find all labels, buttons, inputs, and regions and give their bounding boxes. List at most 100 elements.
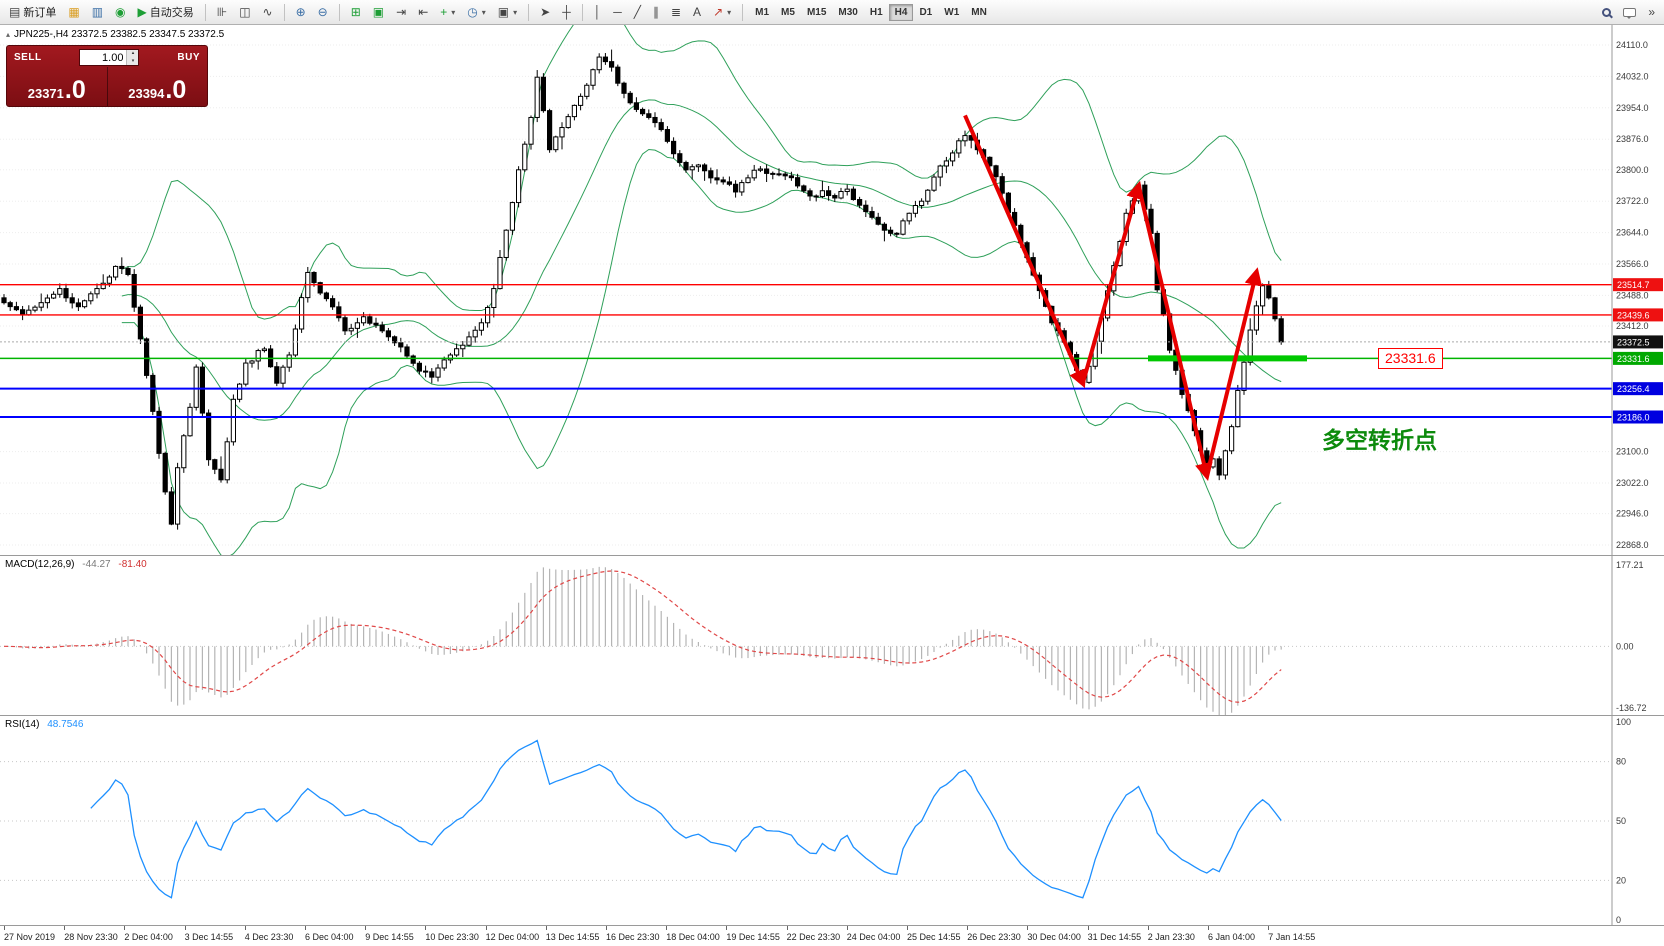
time-tick <box>365 926 367 930</box>
time-label: 9 Dec 14:55 <box>365 932 414 942</box>
svg-text:23022.0: 23022.0 <box>1616 478 1649 488</box>
cascade-windows-button[interactable]: ▣ <box>368 3 389 21</box>
timeframe-m1[interactable]: M1 <box>749 4 775 21</box>
zoom-out-button[interactable]: ⊖ <box>313 3 333 21</box>
chart-candles-button[interactable]: ◫ <box>234 3 255 21</box>
autotrading-icon: ▶ <box>137 5 147 19</box>
svg-text:100: 100 <box>1616 717 1631 727</box>
svg-text:80: 80 <box>1616 757 1626 767</box>
trendline-button[interactable]: ╱ <box>629 3 646 21</box>
buy-button[interactable]: 23394 .0 <box>108 67 208 106</box>
timeframe-d1[interactable]: D1 <box>913 4 938 21</box>
channel-icon: ∥ <box>652 5 659 19</box>
search-button[interactable] <box>1597 5 1616 20</box>
timeframe-m5[interactable]: M5 <box>775 4 801 21</box>
chart-annotation-text[interactable]: 多空转折点 <box>1322 427 1437 453</box>
horizontal-line-button[interactable]: ─ <box>608 3 627 21</box>
arrows-tool-button[interactable]: ↗ ▾ <box>708 3 736 21</box>
chart-bars-button[interactable]: ⊪ <box>212 3 232 21</box>
volume-input[interactable] <box>80 50 127 65</box>
cascade-windows-icon: ▣ <box>372 5 385 19</box>
volume-down-button[interactable]: ▾ <box>127 57 139 65</box>
tile-windows-button[interactable]: ⊞ <box>346 3 366 21</box>
time-tick <box>64 926 66 930</box>
timeframe-h1[interactable]: H1 <box>864 4 889 21</box>
chevron-down-icon: ▾ <box>727 7 732 17</box>
macd-canvas[interactable]: 177.21 0.00 -136.72 <box>0 556 1664 715</box>
timeframe-h4[interactable]: H4 <box>888 3 914 21</box>
rsi-canvas[interactable]: 100 80 50 20 0 <box>0 716 1664 925</box>
add-indicator-icon: + <box>440 5 448 19</box>
svg-text:20: 20 <box>1616 875 1626 885</box>
search-icon <box>1602 7 1612 17</box>
trendline-icon: ╱ <box>633 5 641 19</box>
autotrading-button[interactable]: ▶ 自动交易 <box>133 1 199 23</box>
time-tick <box>907 926 908 930</box>
chart-shift-button[interactable]: ⇤ <box>413 3 433 21</box>
time-label: 24 Dec 04:00 <box>846 932 901 942</box>
collapse-icon[interactable]: ▴ <box>6 30 11 39</box>
time-tick <box>425 926 427 930</box>
market-watch-button[interactable]: ▦ <box>63 3 84 21</box>
macd-label: MACD(12,26,9) -44.27 -81.40 <box>5 559 147 570</box>
rsi-name: RSI(14) <box>5 719 40 730</box>
timeframe-m15[interactable]: M15 <box>801 4 832 21</box>
text-tool-button[interactable]: A <box>688 3 706 21</box>
chevron-down-icon: ▾ <box>481 7 486 17</box>
svg-text:-136.72: -136.72 <box>1616 703 1647 713</box>
data-window-button[interactable]: ▥ <box>87 3 108 21</box>
chat-button[interactable] <box>1618 5 1641 20</box>
time-tick <box>4 926 5 930</box>
channel-button[interactable]: ∥ <box>648 3 664 21</box>
toolbar-separator <box>742 3 744 21</box>
timeframe-m30[interactable]: M30 <box>832 4 863 21</box>
toolbar-separator <box>581 3 583 21</box>
time-tick <box>786 926 788 930</box>
svg-text:23514.7: 23514.7 <box>1617 280 1650 290</box>
time-tick <box>545 926 547 930</box>
periods-icon: ◷ <box>467 5 478 19</box>
periods-button[interactable]: ◷ ▾ <box>462 3 491 21</box>
time-axis[interactable]: 27 Nov 2019 28 Nov 23:30 2 Dec 04:00 3 Dec … <box>0 925 1664 946</box>
timeframe-mn[interactable]: MN <box>965 4 993 21</box>
svg-text:23722.0: 23722.0 <box>1616 196 1649 206</box>
svg-text:50: 50 <box>1616 816 1626 826</box>
navigator-button[interactable]: ◉ <box>110 3 130 21</box>
new-order-label: 新订单 <box>23 7 57 19</box>
svg-text:23488.0: 23488.0 <box>1616 290 1649 300</box>
chart-line-button[interactable]: ∿ <box>258 3 278 21</box>
line-chart-icon: ∿ <box>262 5 273 19</box>
templates-button[interactable]: ▣ ▾ <box>493 3 522 21</box>
time-tick <box>606 926 607 930</box>
svg-text:23876.0: 23876.0 <box>1616 134 1649 144</box>
svg-text:23412.0: 23412.0 <box>1616 321 1649 331</box>
new-order-button[interactable]: ▤ 新订单 <box>4 1 61 23</box>
sell-price-pips: .0 <box>64 76 86 104</box>
rsi-label: RSI(14) 48.7546 <box>5 719 83 730</box>
zoom-in-button[interactable]: ⊕ <box>291 3 311 21</box>
time-tick <box>726 926 728 930</box>
fibonacci-button[interactable]: ≣ <box>666 3 686 21</box>
chart-canvas[interactable]: 24110.0 24032.0 23954.0 23876.0 23800.0 23722… <box>0 25 1664 555</box>
sell-button[interactable]: 23371 .0 <box>7 67 107 106</box>
overflow-icon: » <box>1648 5 1655 19</box>
toolbar-overflow-button[interactable]: » <box>1643 3 1660 21</box>
cursor-button[interactable]: ➤ <box>535 3 555 21</box>
time-label: 25 Dec 14:55 <box>907 932 961 942</box>
vertical-line-button[interactable]: │ <box>589 3 607 21</box>
svg-text:23186.0: 23186.0 <box>1617 413 1650 423</box>
svg-text:23954.0: 23954.0 <box>1616 103 1649 113</box>
price-level-label[interactable]: 23331.6 <box>1378 348 1443 370</box>
one-click-trading-panel: SELL ▴ ▾ BUY 23371 .0 23394 <box>6 45 208 107</box>
timeframe-w1[interactable]: W1 <box>938 4 965 21</box>
rsi-panel: 100 80 50 20 0 RSI(14) 48.7546 <box>0 715 1664 925</box>
svg-text:23439.6: 23439.6 <box>1617 310 1650 320</box>
time-tick <box>1147 926 1149 930</box>
data-window-icon: ▥ <box>91 5 104 19</box>
auto-scroll-button[interactable]: ⇥ <box>391 3 411 21</box>
svg-text:22946.0: 22946.0 <box>1616 509 1649 519</box>
crosshair-button[interactable]: ┼ <box>557 3 576 21</box>
indicators-button[interactable]: + ▾ <box>435 3 460 21</box>
tile-windows-icon: ⊞ <box>350 5 361 19</box>
volume-up-button[interactable]: ▴ <box>127 50 139 58</box>
